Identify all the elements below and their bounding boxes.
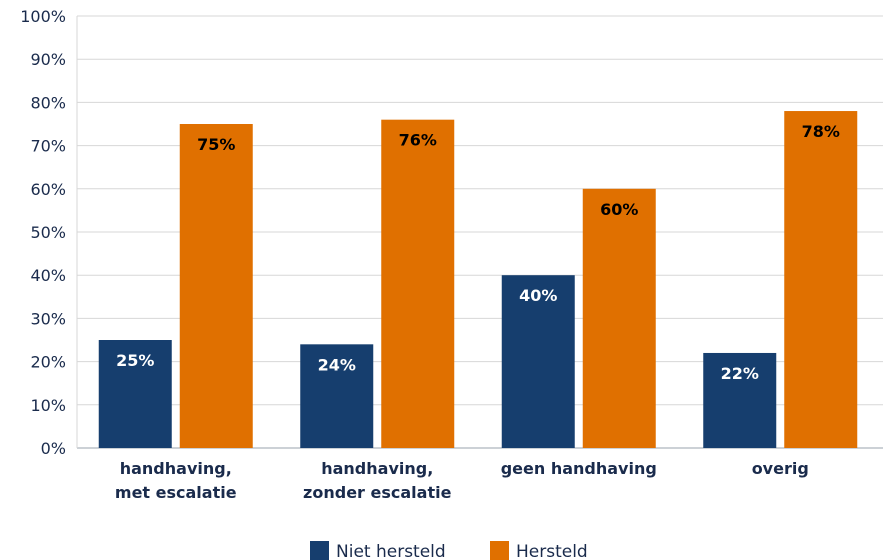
legend-swatch [310,541,329,560]
bar-niet-hersteld [703,352,777,448]
x-axis-categories: handhaving, met escalatie handhaving, zonde… [115,459,809,502]
data-label: 40% [519,286,557,305]
y-tick-label: 20% [30,353,66,372]
data-label: 24% [318,355,356,374]
y-tick-label: 50% [30,223,66,242]
y-tick-label: 80% [30,93,66,112]
bar-hersteld [179,124,253,448]
data-label: 60% [600,200,638,219]
legend-label: Niet hersteld [336,542,446,560]
y-tick-label: 90% [30,50,66,69]
y-tick-label: 70% [30,137,66,156]
y-tick-label: 40% [30,266,66,285]
bar-hersteld [784,111,858,448]
x-category-label: met escalatie [115,483,237,502]
bar-hersteld [582,188,656,449]
y-axis: 0% 10% 20% 30% 40% 50% 60% 70% 80% 90% 100% [20,7,78,458]
bar-niet-hersteld [98,340,172,448]
bar-niet-hersteld [300,344,374,448]
x-category-label: handhaving, [120,459,232,478]
legend: Niet hersteld Hersteld [310,541,588,560]
data-label: 78% [802,122,840,141]
bar-hersteld [381,119,455,449]
x-category-label: handhaving, [321,459,433,478]
data-label: 76% [399,131,437,150]
y-tick-label: 30% [30,309,66,328]
legend-swatch [490,541,509,560]
y-tick-label: 100% [20,7,66,26]
bar-niet-hersteld [501,275,575,448]
data-labels: 25% 75% 24% 76% 40% 60% 22% 78% [116,122,840,383]
x-category-label: zonder escalatie [303,483,452,502]
bars [98,111,858,449]
data-label: 75% [197,135,235,154]
data-label: 25% [116,351,154,370]
legend-label: Hersteld [516,542,588,560]
x-category-label: overig [752,459,809,478]
y-tick-label: 0% [41,439,66,458]
y-tick-label: 60% [30,180,66,199]
x-category-label: geen handhaving [501,459,657,478]
y-tick-label: 10% [30,396,66,415]
data-label: 22% [721,364,759,383]
